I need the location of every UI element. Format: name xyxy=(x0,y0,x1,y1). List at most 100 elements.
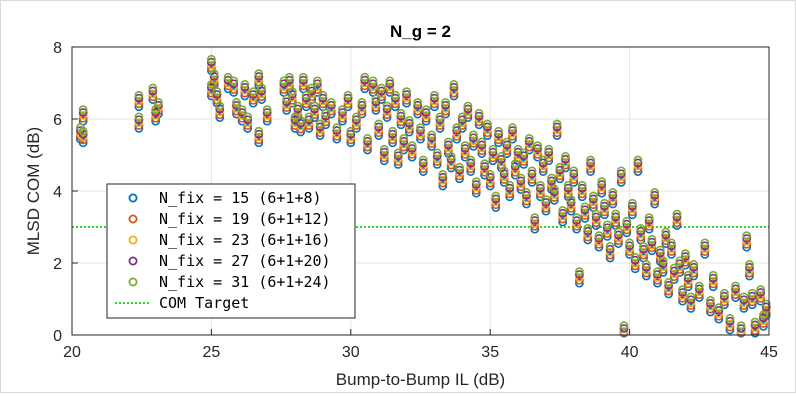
data-point xyxy=(641,268,651,278)
data-point xyxy=(148,83,158,93)
data-point xyxy=(577,189,587,199)
data-point xyxy=(382,110,392,120)
data-point xyxy=(134,102,144,112)
data-point xyxy=(516,182,526,192)
data-point xyxy=(430,102,439,112)
data-point xyxy=(206,57,216,67)
data-point xyxy=(463,101,473,111)
data-point xyxy=(385,79,395,89)
data-point xyxy=(332,123,342,133)
data-point xyxy=(430,99,439,109)
data-point xyxy=(206,91,216,101)
data-point xyxy=(583,232,593,242)
data-point xyxy=(725,322,735,332)
data-point xyxy=(680,260,690,270)
data-point xyxy=(257,89,266,99)
data-point xyxy=(680,249,690,259)
data-point xyxy=(491,191,501,201)
data-point xyxy=(351,121,361,130)
data-point xyxy=(474,120,484,130)
data-point xyxy=(310,110,319,120)
data-point xyxy=(413,109,423,119)
data-point xyxy=(206,80,216,89)
legend-marker xyxy=(128,256,138,266)
data-point xyxy=(254,129,264,139)
data-point xyxy=(580,202,590,212)
data-point xyxy=(739,301,749,310)
data-point xyxy=(474,117,484,127)
data-point xyxy=(494,126,503,136)
data-point xyxy=(418,161,428,171)
data-point xyxy=(301,99,311,109)
data-point xyxy=(452,131,462,141)
data-point xyxy=(304,123,314,133)
data-point xyxy=(739,292,749,302)
data-point xyxy=(761,302,771,312)
data-point xyxy=(455,165,464,175)
data-point xyxy=(700,244,710,253)
data-point xyxy=(391,93,400,103)
data-point xyxy=(257,92,266,102)
data-point xyxy=(706,307,715,317)
data-point xyxy=(597,182,607,192)
data-point xyxy=(438,181,448,191)
data-point xyxy=(374,128,384,138)
data-point xyxy=(586,161,595,171)
data-point xyxy=(591,209,601,219)
data-point xyxy=(627,204,637,214)
data-point xyxy=(480,167,490,177)
data-point xyxy=(519,151,529,161)
data-point xyxy=(243,123,253,133)
data-point xyxy=(625,244,634,253)
data-point xyxy=(483,119,492,129)
data-point xyxy=(600,201,609,211)
data-point xyxy=(572,224,582,234)
data-point xyxy=(418,164,428,174)
data-point xyxy=(689,265,699,275)
data-point xyxy=(427,139,437,148)
data-point xyxy=(393,159,403,169)
data-point xyxy=(672,215,682,225)
data-point xyxy=(443,140,453,150)
data-point xyxy=(530,221,540,231)
data-point xyxy=(254,69,264,79)
data-point xyxy=(148,92,158,102)
data-point xyxy=(555,162,565,172)
data-point xyxy=(446,154,456,164)
data-point xyxy=(243,118,253,127)
data-point xyxy=(516,173,526,183)
data-point xyxy=(555,171,565,181)
data-point xyxy=(736,321,746,331)
data-point xyxy=(471,185,481,195)
data-point xyxy=(393,148,403,158)
data-point xyxy=(544,156,554,166)
data-point xyxy=(678,285,687,295)
data-point xyxy=(477,149,487,158)
data-point xyxy=(678,288,687,297)
data-point xyxy=(446,160,456,170)
data-point xyxy=(689,268,699,278)
data-point xyxy=(463,113,473,122)
data-point xyxy=(399,139,409,149)
data-point xyxy=(759,319,768,328)
data-point xyxy=(658,267,668,277)
legend-marker xyxy=(128,214,138,224)
data-point xyxy=(388,129,398,139)
data-point xyxy=(483,122,492,132)
data-point xyxy=(371,100,381,109)
data-point xyxy=(282,97,292,107)
data-point xyxy=(396,120,406,130)
data-point xyxy=(363,145,372,155)
data-point xyxy=(471,188,481,198)
data-point xyxy=(477,143,487,153)
data-point xyxy=(363,142,372,152)
data-point xyxy=(750,317,760,327)
data-point xyxy=(296,118,306,128)
data-point xyxy=(566,203,576,213)
data-point xyxy=(446,152,456,161)
data-point xyxy=(672,212,682,222)
data-point xyxy=(667,244,676,253)
data-point xyxy=(630,255,640,265)
data-point xyxy=(413,103,423,113)
data-point xyxy=(435,121,445,130)
